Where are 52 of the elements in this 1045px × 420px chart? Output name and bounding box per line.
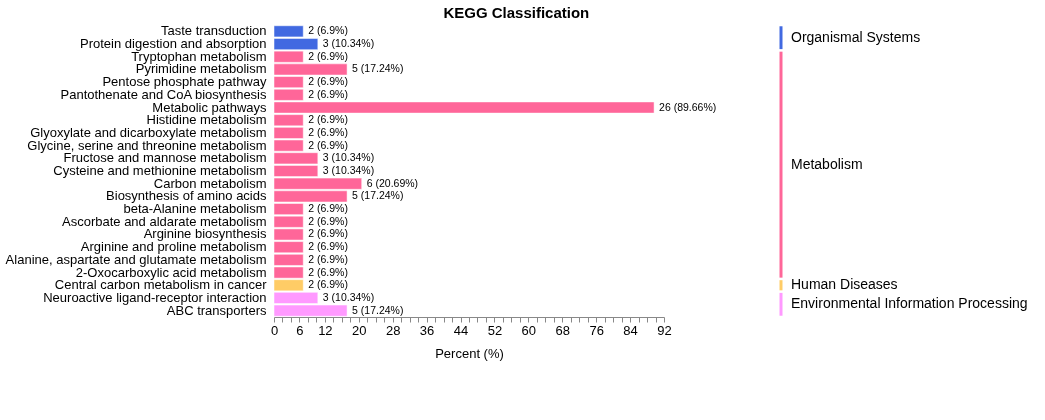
- data-label: 2 (6.9%): [308, 252, 348, 265]
- x-tick-label: 92: [657, 322, 672, 338]
- data-label: 3 (10.34%): [322, 164, 375, 176]
- text: Metabolism: [791, 155, 863, 172]
- data-label: 2 (6.9%): [308, 87, 348, 100]
- data-label: 5 (17.24%): [352, 62, 404, 75]
- y-tick-label: Arginine biosynthesis: [143, 226, 267, 242]
- data-label: 2 (6.9%): [308, 125, 348, 138]
- x-tick-label: 36: [419, 322, 435, 338]
- x-tick-label: 44: [453, 322, 469, 338]
- x-tick-label: 68: [555, 322, 570, 338]
- data-label: 3 (10.34%): [322, 151, 375, 164]
- y-tick-label: Biosynthesis of amino acids: [106, 188, 267, 204]
- data-label: 2 (6.9%): [308, 214, 348, 227]
- y-tick-label: Glyoxylate and dicarboxylate metabolism: [30, 124, 267, 140]
- data-label: 2 (6.9%): [308, 24, 348, 37]
- y-tick-label: Ascorbate and aldarate metabolism: [61, 213, 267, 229]
- y-tick-label: Fructose and mannose metabolism: [63, 150, 267, 166]
- data-label: 5 (17.24%): [352, 189, 404, 202]
- legend-label: Organismal Systems: [791, 28, 921, 45]
- y-tick-label: Protein digestion and absorption: [80, 36, 267, 52]
- x-tick-label: 6: [296, 322, 304, 338]
- x-tick-label: 52: [487, 322, 503, 338]
- chart-title: KEGG Classification: [443, 3, 590, 21]
- data-label: 3 (10.34%): [322, 37, 375, 50]
- x-tick-label: 28: [385, 322, 401, 338]
- data-label: 2 (6.9%): [308, 240, 348, 253]
- y-tick-label: Cysteine and methionine metabolism: [53, 163, 267, 178]
- data-label: 5 (17.24%): [352, 303, 404, 316]
- data-label: 2 (6.9%): [308, 278, 348, 291]
- y-tick-label: Carbon metabolism: [153, 175, 267, 191]
- x-tick-label: 12: [318, 322, 333, 338]
- data-label: 2 (6.9%): [308, 227, 348, 240]
- data-label: 2 (6.9%): [308, 138, 348, 151]
- data-label: 2 (6.9%): [308, 202, 348, 215]
- x-tick-label: 20: [352, 322, 367, 338]
- data-label: 26 (89.66%): [659, 100, 717, 113]
- x-tick-label: 84: [623, 322, 638, 338]
- x-tick-label: 0: [270, 322, 279, 338]
- data-label: 3 (10.34%): [322, 290, 375, 303]
- legend-label: Environmental Information Processing: [791, 295, 1028, 312]
- x-tick-label: 60: [521, 322, 537, 338]
- y-tick-label: Taste transduction: [160, 23, 267, 39]
- legend-label: Human Diseases: [791, 276, 898, 293]
- y-tick-label: Neuroactive ligand-receptor interaction: [43, 289, 267, 305]
- x-axis-title: Percent (%): [435, 345, 504, 361]
- data-label: 2 (6.9%): [308, 113, 348, 126]
- data-label: 2 (6.9%): [308, 75, 348, 88]
- x-tick-label: 76: [589, 322, 604, 338]
- data-label: 2 (6.9%): [308, 49, 348, 62]
- data-label: 6 (20.69%): [366, 176, 419, 189]
- data-label: 2 (6.9%): [308, 265, 348, 278]
